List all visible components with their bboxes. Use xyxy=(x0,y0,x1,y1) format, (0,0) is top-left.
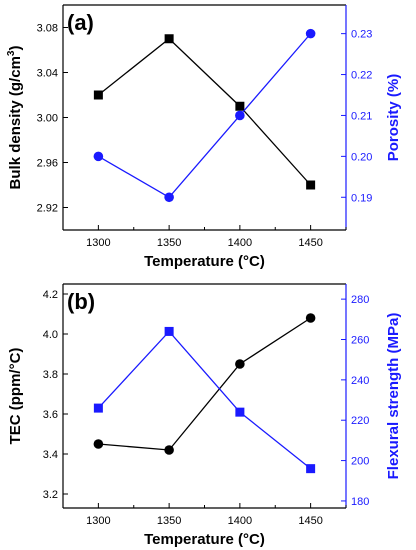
series-2-point xyxy=(93,403,103,413)
series-1-point xyxy=(93,439,104,449)
panel-label: (a) xyxy=(67,10,94,35)
series-2-point xyxy=(306,464,316,474)
y-right-tick-label: 0.20 xyxy=(351,151,372,163)
y-left-axis-title: TEC (ppm/°C) xyxy=(7,348,24,445)
y-left-tick-label: 4.0 xyxy=(43,329,58,341)
series-1-line xyxy=(98,317,311,451)
series-2-point xyxy=(235,110,245,121)
y-right-tick-label: 240 xyxy=(351,375,369,387)
series-2-line xyxy=(98,33,312,199)
y-right-tick-label: 0.23 xyxy=(351,29,372,41)
x-axis-title: Temperature (°C) xyxy=(144,531,265,548)
x-tick-label: 1350 xyxy=(157,237,181,249)
panel-label: (b) xyxy=(67,289,95,314)
series-1-point xyxy=(235,359,245,369)
y-left-axis-title: Bulk density (g/cm3) xyxy=(6,46,24,190)
y-right-tick-label: 220 xyxy=(351,415,369,427)
x-tick-label: 1400 xyxy=(228,237,252,249)
series-1-point xyxy=(164,445,174,455)
y-left-tick-label: 3.08 xyxy=(37,23,58,35)
y-right-tick-label: 180 xyxy=(351,496,369,508)
series-1-point xyxy=(164,34,174,44)
y-right-tick-label: 200 xyxy=(351,456,369,468)
series-2-point xyxy=(164,326,174,336)
x-tick-label: 1450 xyxy=(298,237,322,249)
series-2-point xyxy=(235,407,245,417)
x-axis-title: Temperature (°C) xyxy=(144,253,265,270)
y-right-tick-label: 0.21 xyxy=(351,110,372,122)
series-1-point xyxy=(306,180,316,190)
y-left-tick-label: 3.8 xyxy=(43,369,58,381)
x-tick-label: 1350 xyxy=(157,515,181,527)
y-right-axis-title: Flexural strength (MPa) xyxy=(385,313,402,480)
series-1-point xyxy=(235,101,245,111)
y-left-tick-label: 3.6 xyxy=(43,409,58,421)
y-right-tick-label: 0.22 xyxy=(351,70,372,82)
y-right-tick-label: 280 xyxy=(351,294,369,306)
y-left-tick-label: 2.96 xyxy=(37,158,58,170)
series-1-line xyxy=(97,37,312,186)
series-2-point xyxy=(305,28,316,39)
y-left-tick-label: 3.04 xyxy=(37,68,58,80)
y-right-axis-title: Porosity (%) xyxy=(385,74,402,162)
y-right-tick-label: 260 xyxy=(351,334,369,346)
x-tick-label: 1450 xyxy=(298,515,322,527)
y-left-tick-label: 3.2 xyxy=(43,489,58,501)
series-1-point xyxy=(305,313,316,323)
y-left-tick-label: 2.92 xyxy=(37,203,58,215)
series-2-point xyxy=(164,192,174,203)
y-right-tick-label: 0.19 xyxy=(351,192,372,204)
series-2-point xyxy=(93,151,104,162)
x-tick-label: 1300 xyxy=(86,237,110,249)
panel-b: 1300 1350 1400 1450 3.2 3.4 3.6 3.8 4.0 4.2 180 200… xyxy=(7,283,402,548)
x-tick-label: 1300 xyxy=(86,515,110,527)
y-left-tick-label: 3.4 xyxy=(43,449,58,461)
x-tick-label: 1400 xyxy=(228,515,252,527)
y-left-tick-label: 3.00 xyxy=(37,113,58,125)
series-1-point xyxy=(93,90,103,100)
series-2-line xyxy=(97,330,312,470)
panel-a: 1300 1350 1400 1450 2.92 2.96 3.00 3.04 3.08 0.19… xyxy=(6,4,402,270)
y-left-tick-label: 4.2 xyxy=(43,289,58,301)
